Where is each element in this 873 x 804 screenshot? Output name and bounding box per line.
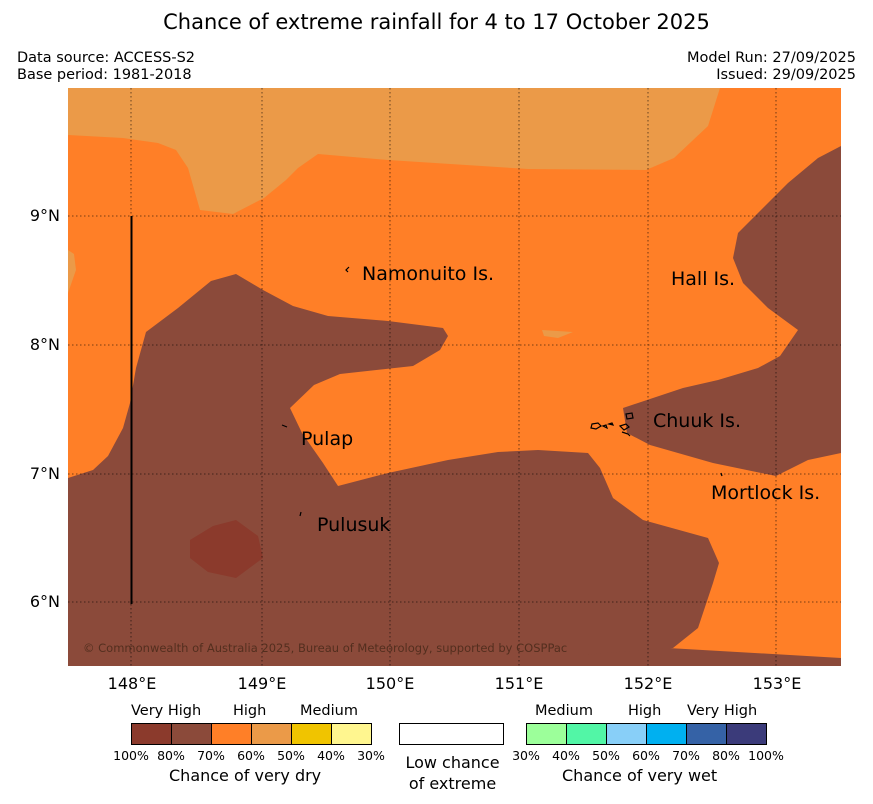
lon-tick-151e: 151°E — [494, 674, 544, 693]
dry-colorbar-cell — [251, 723, 292, 745]
wet-legend-very-high: Very High — [687, 703, 758, 719]
lon-tick-152e: 152°E — [623, 674, 673, 693]
lat-tick-7n: 7°N — [29, 464, 60, 483]
low-chance-swatch — [399, 723, 504, 745]
medium-high-dry-region — [68, 88, 720, 214]
lon-tick-153e: 153°E — [752, 674, 802, 693]
dry-colorbar-cell — [131, 723, 172, 745]
pulap-label: Pulap — [301, 428, 354, 450]
dry-legend-high: High — [233, 703, 267, 719]
dry-tick-label: 80% — [157, 748, 185, 763]
metadata-left: Data source: ACCESS-S2 Base period: 1981… — [17, 50, 195, 84]
pulusuk-island — [299, 511, 302, 517]
very-high-dry-region-south-strip — [448, 648, 841, 666]
mortlock-label: Mortlock Is. — [711, 482, 821, 504]
wet-tick-label: 30% — [512, 748, 540, 763]
low-chance-line1: Low chance — [405, 753, 500, 772]
namonuito-island — [345, 266, 350, 273]
chuuk-island-group — [590, 412, 634, 437]
wet-legend-label: Chance of very wet — [562, 766, 718, 785]
pulap-island — [281, 424, 288, 428]
dry-tick-label: 50% — [277, 748, 305, 763]
pulusuk-label: Pulusuk — [317, 514, 391, 536]
lon-tick-150e: 150°E — [365, 674, 415, 693]
medium-high-dry-patch-small — [542, 330, 573, 338]
wet-tick-label: 80% — [712, 748, 740, 763]
map-title: Chance of extreme rainfall for 4 to 17 O… — [163, 10, 710, 34]
lat-tick-6n: 6°N — [29, 592, 60, 611]
wet-tick-label: 100% — [748, 748, 784, 763]
low-chance-label: Low chance of extreme — [401, 752, 504, 794]
wet-tick-label: 70% — [672, 748, 700, 763]
lat-tick-9n: 9°N — [29, 206, 60, 225]
wet-colorbar-cell — [606, 723, 647, 745]
hall-label: Hall Is. — [671, 268, 736, 290]
mortlock-island — [720, 472, 723, 477]
dry-colorbar-cell — [211, 723, 252, 745]
wet-legend-high: High — [628, 703, 662, 719]
wet-tick-label: 40% — [552, 748, 580, 763]
island-outlines — [281, 266, 723, 517]
dry-legend-medium: Medium — [300, 703, 358, 719]
dry-colorbar-cell — [171, 723, 212, 745]
wet-colorbar-cell — [526, 723, 567, 745]
wet-colorbar-cell — [726, 723, 767, 745]
issued-text: Issued: 29/09/2025 — [716, 67, 856, 83]
lat-tick-8n: 8°N — [29, 335, 60, 354]
dry-tick-label: 60% — [237, 748, 265, 763]
wet-colorbar-cell — [686, 723, 727, 745]
metadata-right: Model Run: 27/09/2025 Issued: 29/09/2025 — [687, 50, 856, 84]
low-chance-line2: of extreme — [408, 774, 497, 793]
dry-tick-label: 100% — [113, 748, 149, 763]
dry-tick-label: 30% — [357, 748, 385, 763]
dry-tick-label: 70% — [197, 748, 225, 763]
gridlines — [68, 88, 841, 666]
medium-high-dry-patch — [68, 250, 76, 293]
wet-tick-label: 50% — [592, 748, 620, 763]
lon-tick-149e: 149°E — [237, 674, 287, 693]
chuuk-label: Chuuk Is. — [653, 410, 741, 432]
dry-colorbar-cell — [291, 723, 332, 745]
base-period-text: Base period: 1981-2018 — [17, 67, 192, 83]
data-source-text: Data source: ACCESS-S2 — [17, 50, 196, 66]
wet-colorbar-cell — [566, 723, 607, 745]
copyright-notice: © Commonwealth of Australia 2025, Bureau… — [83, 641, 568, 655]
dry-legend-very-high: Very High — [131, 703, 202, 719]
lon-tick-148e: 148°E — [107, 674, 157, 693]
wet-legend-medium: Medium — [535, 703, 593, 719]
namonuito-label: Namonuito Is. — [362, 263, 495, 285]
rainfall-map — [68, 88, 841, 666]
dry-colorbar-cell — [331, 723, 372, 745]
model-run-text: Model Run: 27/09/2025 — [686, 50, 856, 66]
dry-legend-label: Chance of very dry — [169, 766, 322, 785]
very-high-dry-region-east — [623, 146, 841, 476]
wet-tick-label: 60% — [632, 748, 660, 763]
wet-colorbar-cell — [646, 723, 687, 745]
dry-tick-label: 40% — [317, 748, 345, 763]
dark-very-high-dry-patch — [190, 520, 263, 578]
